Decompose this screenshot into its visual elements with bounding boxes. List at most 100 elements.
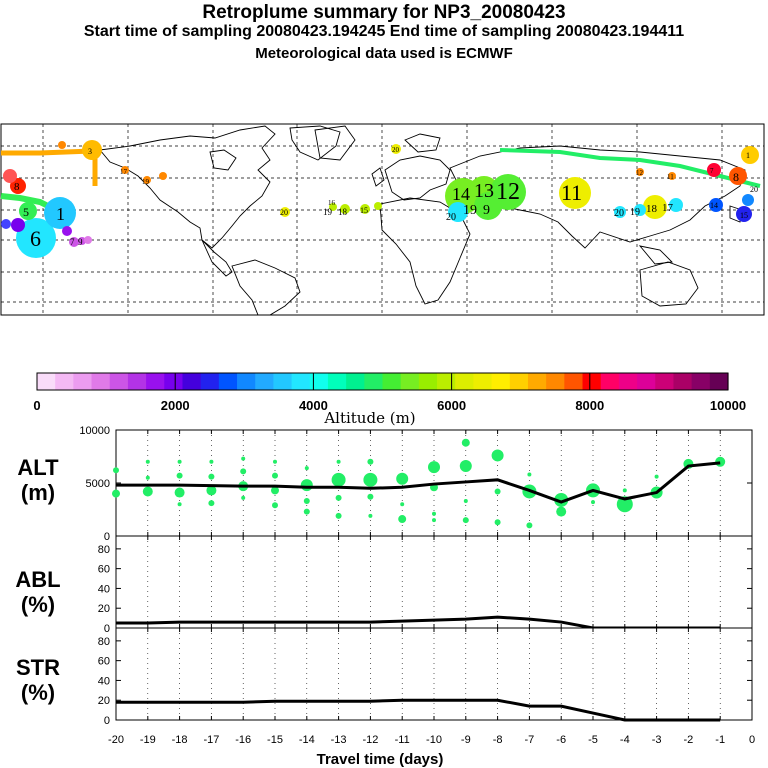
panel-unit: (%) — [21, 680, 55, 705]
map-label: 19 — [463, 203, 477, 218]
colorbar-tick-label: 8000 — [575, 398, 604, 413]
panel-label: ALT — [17, 455, 59, 480]
colorbar-swatch — [309, 373, 329, 390]
map-label: 17 — [662, 202, 674, 214]
map-label: 1 — [746, 151, 750, 160]
chart-panels: 1000050000ALT(m)806040200ABL(%)806040200… — [15, 425, 755, 746]
map-cluster — [121, 166, 129, 174]
map-label: 20 — [614, 208, 624, 219]
x-tick-label: -18 — [172, 734, 188, 746]
cluster-point — [303, 508, 310, 515]
map-cluster — [3, 169, 17, 183]
cluster-point — [241, 456, 246, 461]
cluster-point — [174, 487, 185, 498]
map-label: 6 — [30, 226, 41, 251]
colorbar-swatch — [237, 373, 256, 390]
colorbar-tick-label: 4000 — [299, 398, 328, 413]
cluster-point — [591, 500, 595, 505]
map-cluster — [669, 198, 683, 212]
map-label: 11 — [561, 180, 582, 205]
cluster-point — [209, 459, 214, 464]
colorbar-swatch — [146, 373, 165, 390]
cluster-point — [459, 460, 472, 473]
y-tick-label: 0 — [104, 623, 110, 635]
cluster-point — [304, 466, 309, 471]
x-tick-label: -12 — [362, 734, 378, 746]
y-tick-label: 40 — [98, 583, 110, 595]
cluster-point — [463, 499, 468, 504]
cluster-point — [400, 502, 405, 507]
map-cluster — [329, 203, 337, 211]
map-label: 5 — [23, 205, 29, 219]
map-cluster — [634, 204, 646, 216]
plume-track-west — [1, 148, 93, 156]
map-label: 14 — [710, 201, 718, 210]
map-label: 9 — [78, 237, 83, 247]
colorbar-frame — [36, 372, 729, 391]
cluster-point — [526, 522, 533, 529]
x-tick-label: -5 — [588, 734, 598, 746]
colorbar-swatch — [473, 373, 493, 390]
map-cluster — [16, 218, 56, 258]
map-cluster — [614, 206, 626, 218]
x-tick-label: -14 — [299, 734, 315, 746]
chart-title: Retroplume summary for NP3_20080423 — [202, 2, 566, 23]
map-cluster — [448, 202, 468, 222]
y-tick-label: 80 — [98, 636, 110, 648]
map-cluster — [636, 168, 644, 176]
map-label: 15 — [740, 211, 748, 220]
cluster-point — [336, 459, 341, 464]
cluster-point — [554, 492, 569, 507]
map-cluster — [643, 195, 667, 219]
cluster-point — [145, 475, 150, 480]
map-label: 14 — [452, 184, 470, 204]
colorbar-swatch — [418, 373, 438, 390]
x-tick-label: -10 — [426, 734, 442, 746]
x-tick-label: -20 — [108, 734, 124, 746]
map-label: 12 — [496, 179, 520, 205]
cluster-point — [331, 472, 346, 487]
map-label: 18 — [338, 207, 348, 217]
colorbar-tick-label: 10000 — [710, 398, 746, 413]
map-label: 11 — [667, 173, 674, 181]
colorbar-swatch — [346, 373, 365, 390]
cluster-point — [241, 495, 246, 500]
map-cluster — [374, 202, 382, 210]
colorbar-swatch — [273, 373, 293, 390]
panel-label: ABL — [15, 567, 60, 592]
colorbar-swatch — [327, 373, 347, 390]
cluster-point — [432, 518, 436, 523]
map-label: 7 — [710, 167, 714, 175]
map-label: 3 — [88, 147, 92, 156]
map-cluster — [340, 204, 350, 214]
map-cluster — [11, 218, 25, 232]
x-tick-label: -7 — [525, 734, 535, 746]
cluster-point — [177, 459, 182, 464]
colorbar-swatch — [182, 373, 202, 390]
map-cluster — [44, 197, 76, 229]
cluster-point — [208, 500, 215, 507]
colorbar-swatch — [291, 373, 311, 390]
series-line — [116, 698, 721, 722]
map-cluster — [1, 219, 11, 229]
cluster-point — [300, 479, 313, 492]
cluster-point — [432, 511, 436, 516]
cluster-point — [527, 472, 532, 477]
cluster-point — [208, 473, 215, 480]
x-tick-label: -3 — [652, 734, 662, 746]
colorbar-swatch — [673, 373, 693, 390]
map-cluster — [360, 204, 370, 214]
map-cluster — [84, 236, 92, 244]
colorbar-swatch — [364, 373, 384, 390]
map-cluster — [143, 176, 151, 184]
map-cluster-labels: 3 6 1 5 8 7 9 17 19 20 20 16 19 18 15 14… — [14, 146, 758, 251]
panel-abl: 80 60 40 20 0 ABL(%) — [15, 535, 753, 635]
plume-track-arctic — [499, 148, 761, 188]
cluster-point — [428, 461, 440, 474]
panel-unit: (m) — [21, 480, 55, 505]
map-cluster — [707, 163, 721, 177]
map-label: 19 — [142, 178, 150, 186]
map-cluster — [741, 146, 759, 164]
map-cluster — [82, 140, 102, 160]
